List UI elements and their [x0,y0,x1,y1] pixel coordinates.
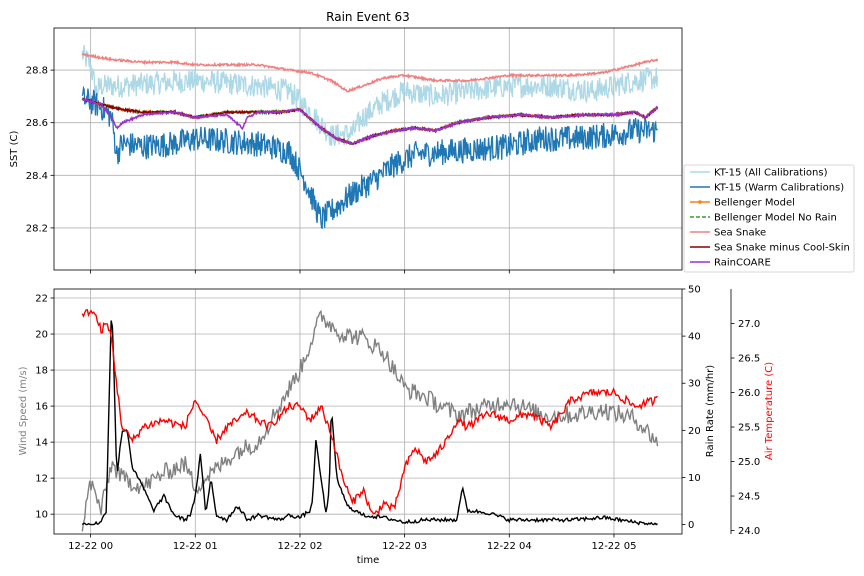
rain-tick-label: 20 [688,426,701,437]
sst-y-tick-label: 28.8 [26,66,48,77]
wind-speed-axis-label: Wind Speed (m/s) [18,366,29,455]
rain-tick-label: 50 [688,285,701,296]
air-temp-tick-label: 25.5 [738,423,760,434]
legend-label: Bellenger Model [714,198,795,209]
legend-item-kt-15-warm-calibrations: KT-15 (Warm Calibrations) [690,183,844,194]
wind-tick-label: 20 [35,330,48,341]
legend-label: KT-15 (All Calibrations) [714,168,828,179]
rain-tick-label: 40 [688,332,701,343]
wind-tick-label: 12 [35,474,48,485]
wind-speed-ticks: 10 12 14 16 18 20 22 [35,294,54,521]
sst-panel: Rain Event 63 28.2 28.4 28.6 28.8 SST (C) [9,10,683,274]
wind-tick-label: 16 [35,402,48,413]
wind-tick-label: 10 [35,510,48,521]
legend-label: Sea Snake [714,228,766,239]
air-temp-tick-label: 26.5 [738,354,760,365]
met-grid [54,289,682,534]
series-line-sea-snake [81,52,659,93]
air-temp-tick-label: 26.0 [738,388,760,399]
series-line-kt-15-all-calibrations [81,44,659,146]
x-axis-label: time [357,555,380,566]
air-temp-tick-label: 24.5 [738,492,760,503]
x-tick-label: 12-22 05 [591,541,636,552]
legend-label: KT-15 (Warm Calibrations) [714,183,844,194]
legend-item-sea-snake: Sea Snake [690,228,766,239]
sst-grid [54,28,682,270]
air-temp-tick-label: 25.0 [738,457,760,468]
met-series [81,309,659,532]
legend: KT-15 (All Calibrations) KT-15 (Warm Cali… [683,164,855,273]
sst-plot-frame [53,27,683,271]
rain-rate-axis-label: Rain Rate (mm/hr) [705,365,716,457]
air-temp-ticks: 24.0 24.5 25.0 25.5 26.0 26.5 27.0 [731,319,760,537]
series-line-air-temperature [81,309,658,516]
legend-item-sea-snake-minus-cool-skin: Sea Snake minus Cool-Skin [690,243,850,254]
series-line-raincoare [81,97,659,146]
x-tick-label: 12-22 00 [68,541,113,552]
legend-label: Sea Snake minus Cool-Skin [714,243,850,254]
sst-y-axis-label: SST (C) [9,131,20,168]
series-line-wind-speed [81,309,659,532]
air-temp-tick-label: 24.0 [738,526,760,537]
legend-box [683,164,855,273]
wind-tick-label: 22 [35,294,48,305]
rain-tick-label: 10 [688,473,701,484]
air-temp-axis-label: Air Temperature (C) [764,362,775,460]
x-tick-label: 12-22 01 [173,541,218,552]
rain-tick-label: 0 [688,520,694,531]
chart-title: Rain Event 63 [326,10,410,24]
legend-item-kt-15-all-calibrations: KT-15 (All Calibrations) [690,168,828,179]
sst-y-ticks: 28.2 28.4 28.6 28.8 [26,66,54,234]
air-temp-tick-label: 27.0 [738,319,760,330]
sst-y-tick-label: 28.4 [26,171,48,182]
sst-y-tick-label: 28.6 [26,118,48,129]
met-x-ticks: 12-22 00 12-22 01 12-22 02 12-22 03 12-22 04… [68,534,636,552]
legend-label: Bellenger Model No Rain [714,213,837,224]
rain-tick-label: 30 [688,379,701,390]
series-line-kt-15-warm-calibrations [81,85,659,230]
x-tick-label: 12-22 02 [277,541,322,552]
legend-item-raincoare: RainCOARE [690,258,771,269]
wind-tick-label: 14 [35,438,48,449]
met-plot-frame [53,288,683,535]
legend-marker [698,200,702,204]
legend-item-bellenger-model-no-rain: Bellenger Model No Rain [690,213,837,224]
sst-series [81,44,659,230]
wind-tick-label: 18 [35,366,48,377]
x-tick-label: 12-22 04 [487,541,532,552]
legend-label: RainCOARE [714,258,771,269]
legend-item-bellenger-model: Bellenger Model [690,198,795,209]
x-tick-label: 12-22 03 [382,541,427,552]
sst-y-tick-label: 28.2 [26,223,48,234]
rain-rate-ticks: 0 10 20 30 40 50 [682,285,701,531]
series-line-rain-rate [81,320,658,526]
sst-x-ticks [90,270,615,274]
